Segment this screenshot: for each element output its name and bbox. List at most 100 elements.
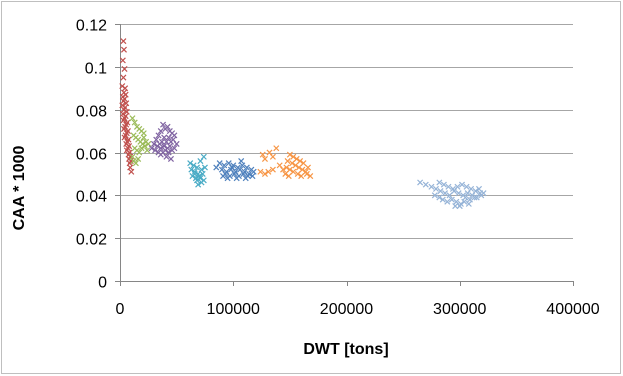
y-tick-label: 0.02 bbox=[76, 232, 107, 249]
data-point bbox=[197, 175, 204, 182]
y-tick-label: 0.1 bbox=[85, 61, 107, 78]
data-point bbox=[475, 185, 483, 192]
gridlines bbox=[120, 24, 573, 239]
y-tick-label: 0.04 bbox=[76, 189, 107, 206]
y-tick-label: 0.08 bbox=[76, 104, 107, 121]
data-point bbox=[440, 181, 447, 188]
data-point bbox=[276, 162, 283, 169]
data-point bbox=[231, 170, 238, 177]
x-tick-labels: 0 100000 200000 300000 400000 bbox=[116, 301, 600, 318]
data-point bbox=[157, 151, 164, 158]
data-point bbox=[303, 170, 310, 177]
data-point bbox=[161, 143, 168, 150]
y-tick-labels: 0 0.02 0.04 0.06 0.08 0.1 0.12 bbox=[76, 18, 107, 292]
data-point bbox=[445, 183, 452, 190]
data-point bbox=[269, 166, 276, 173]
series-4 bbox=[187, 153, 208, 188]
data-point bbox=[171, 132, 178, 139]
data-point bbox=[461, 198, 468, 205]
data-point bbox=[431, 192, 438, 199]
data-point bbox=[294, 170, 301, 177]
data-point bbox=[451, 188, 458, 195]
data-point bbox=[120, 38, 127, 45]
data-point bbox=[283, 164, 290, 171]
data-point bbox=[120, 125, 127, 132]
data-point bbox=[157, 128, 164, 135]
data-point bbox=[463, 183, 470, 190]
y-tick-label: 0.12 bbox=[76, 18, 107, 35]
data-point bbox=[138, 145, 145, 152]
data-point bbox=[122, 85, 129, 92]
data-point bbox=[154, 143, 161, 150]
data-point bbox=[446, 192, 453, 199]
data-point bbox=[437, 188, 444, 195]
data-point bbox=[213, 164, 220, 171]
data-point bbox=[199, 170, 206, 177]
series-6 bbox=[257, 145, 314, 180]
data-point bbox=[162, 125, 169, 132]
data-point bbox=[290, 153, 297, 160]
data-point bbox=[453, 198, 460, 205]
x-axis-title: DWT [tons] bbox=[303, 341, 388, 358]
data-point bbox=[265, 168, 272, 175]
data-point bbox=[165, 149, 172, 156]
data-point bbox=[128, 168, 135, 175]
data-point bbox=[472, 188, 479, 195]
data-point bbox=[269, 153, 276, 160]
y-axis-title: CAA * 1000 bbox=[11, 146, 28, 231]
data-point bbox=[458, 181, 466, 188]
data-point bbox=[448, 196, 455, 203]
x-tick-label: 100000 bbox=[207, 301, 260, 318]
data-point bbox=[188, 166, 195, 173]
data-point bbox=[224, 175, 231, 182]
data-point bbox=[197, 158, 204, 165]
data-point bbox=[464, 190, 471, 197]
data-point bbox=[127, 164, 134, 171]
data-point bbox=[297, 158, 304, 165]
data-point bbox=[444, 198, 451, 205]
data-point bbox=[165, 134, 172, 141]
data-point bbox=[238, 158, 245, 165]
data-point bbox=[140, 134, 147, 141]
data-point bbox=[465, 200, 472, 207]
data-point bbox=[190, 162, 197, 169]
data-point bbox=[462, 194, 469, 201]
data-point bbox=[153, 136, 160, 143]
data-point bbox=[468, 185, 475, 192]
data-point bbox=[286, 166, 293, 173]
data-point bbox=[195, 181, 202, 188]
data-point bbox=[119, 57, 126, 64]
data-point bbox=[144, 147, 151, 154]
data-point bbox=[193, 177, 201, 184]
data-point bbox=[299, 166, 306, 173]
data-point bbox=[200, 153, 207, 160]
data-point bbox=[442, 190, 449, 197]
data-point bbox=[191, 170, 198, 177]
data-point bbox=[201, 164, 208, 171]
data-point bbox=[173, 140, 180, 147]
data-point bbox=[152, 147, 159, 154]
data-point bbox=[120, 74, 127, 81]
data-point bbox=[280, 166, 287, 173]
data-point bbox=[120, 46, 127, 53]
data-point bbox=[242, 175, 249, 182]
data-point bbox=[292, 162, 299, 169]
data-point bbox=[216, 160, 223, 167]
data-point bbox=[145, 140, 152, 147]
axes bbox=[115, 24, 574, 286]
data-point bbox=[155, 132, 162, 139]
data-point bbox=[237, 166, 244, 173]
data-point bbox=[432, 185, 439, 192]
data-point bbox=[422, 181, 429, 188]
data-point bbox=[243, 164, 250, 171]
data-point bbox=[129, 153, 136, 160]
data-point bbox=[191, 168, 198, 175]
data-point bbox=[480, 190, 487, 197]
data-point bbox=[157, 145, 164, 152]
data-point bbox=[452, 203, 459, 210]
data-point bbox=[300, 160, 307, 167]
data-point bbox=[417, 179, 424, 186]
data-point bbox=[120, 117, 127, 124]
